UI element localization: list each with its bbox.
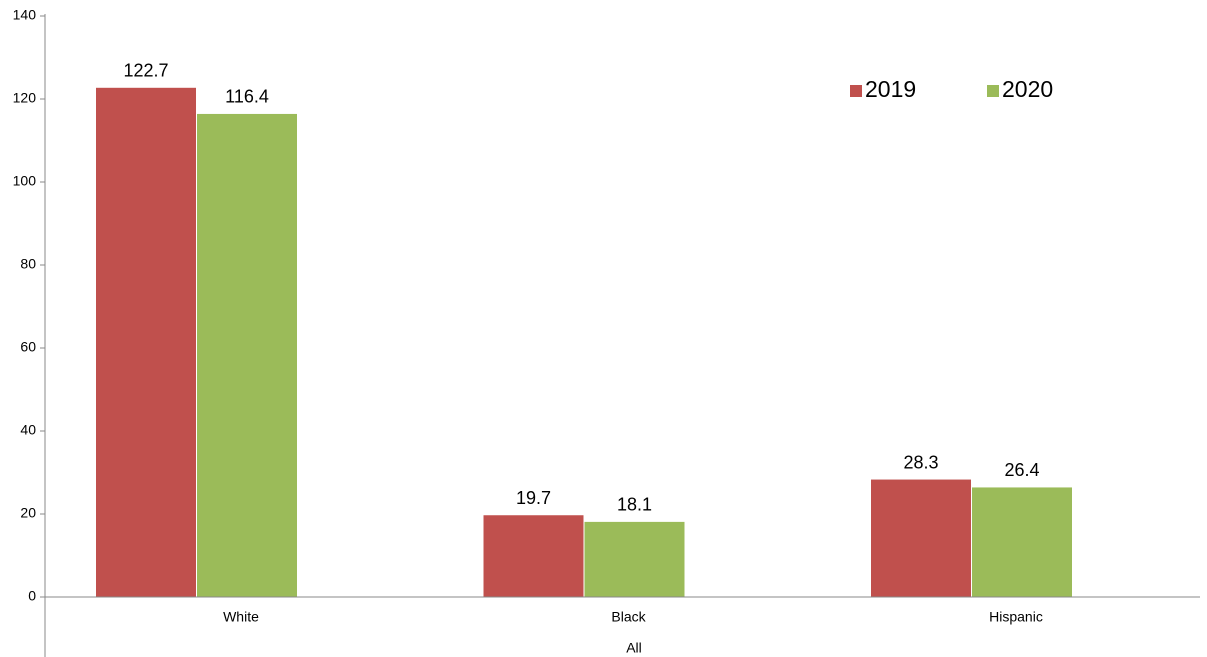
legend-swatch [987, 85, 999, 97]
legend-swatch [850, 85, 862, 97]
legend-label: 2019 [865, 76, 916, 102]
value-label: 122.7 [123, 61, 168, 81]
y-tick-label: 100 [13, 173, 37, 189]
bar [197, 113, 297, 597]
y-tick-label: 60 [20, 339, 36, 355]
bar [972, 487, 1072, 597]
y-tick-label: 40 [20, 422, 36, 438]
y-tick-label: 20 [20, 505, 36, 521]
x-tick-label: White [223, 609, 259, 625]
x-tick-label: Black [611, 609, 646, 625]
value-label: 116.4 [225, 87, 269, 107]
x-axis-label: All [626, 640, 642, 656]
legend-label: 2020 [1002, 76, 1053, 102]
bar [871, 479, 971, 597]
value-label: 19.7 [516, 488, 551, 508]
value-label: 28.3 [903, 452, 938, 472]
y-tick-label: 140 [13, 7, 37, 23]
y-tick-label: 80 [20, 256, 36, 272]
value-label: 18.1 [617, 495, 652, 515]
bar [96, 87, 196, 598]
y-tick-label: 120 [13, 90, 37, 106]
x-tick-label: Hispanic [989, 609, 1043, 625]
value-label: 26.4 [1004, 460, 1039, 480]
bar [584, 521, 685, 597]
y-tick-label: 0 [28, 588, 36, 604]
bar [483, 515, 584, 597]
